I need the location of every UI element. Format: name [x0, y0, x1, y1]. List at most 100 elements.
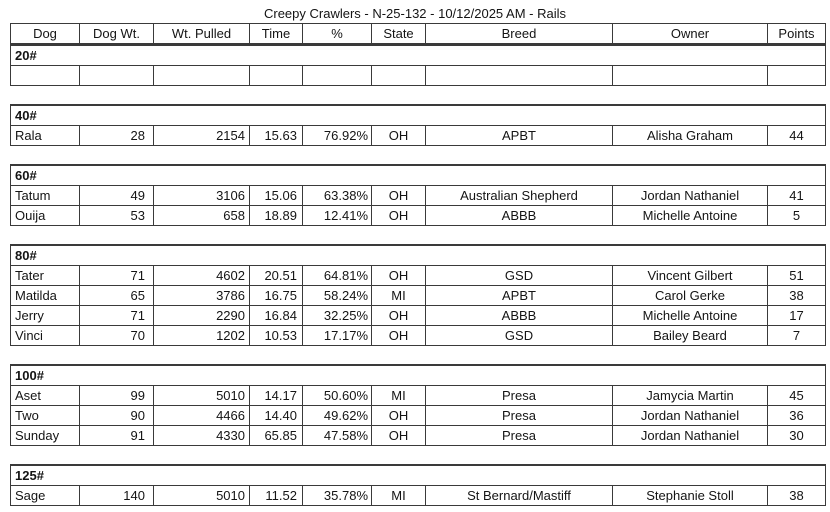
section-label: 100# — [11, 366, 825, 386]
table-row — [11, 66, 825, 85]
cell-pct: 47.58% — [303, 426, 372, 445]
cell-time: 14.40 — [250, 406, 303, 425]
section-100: 100# Aset 99 5010 14.17 50.60% MI Presa Jamycia … — [10, 364, 826, 446]
cell-time: 15.06 — [250, 186, 303, 205]
column-header-time: Time — [250, 24, 303, 43]
cell-pct: 76.92% — [303, 126, 372, 145]
cell-pct: 63.38% — [303, 186, 372, 205]
cell-pct: 35.78% — [303, 486, 372, 505]
cell-breed: APBT — [426, 286, 613, 305]
cell-pct: 64.81% — [303, 266, 372, 285]
cell-owner: Bailey Beard — [613, 326, 768, 345]
cell-state: OH — [372, 266, 426, 285]
cell-state: OH — [372, 206, 426, 225]
cell-dog: Tater — [11, 266, 80, 285]
page-title: Creepy Crawlers - N-25-132 - 10/12/2025 … — [263, 6, 566, 21]
cell-points: 5 — [792, 208, 801, 223]
cell-owner: Jordan Nathaniel — [613, 426, 768, 445]
cell-state — [372, 66, 426, 85]
cell-breed: Australian Shepherd — [426, 186, 613, 205]
table-row: Tater 71 4602 20.51 64.81% OH GSD Vincent Gilbe… — [11, 266, 825, 285]
cell-state: MI — [372, 486, 426, 505]
cell-time — [250, 66, 303, 85]
cell-state: OH — [372, 426, 426, 445]
section-80: 80# Tater 71 4602 20.51 64.81% OH GSD Vincent Gi… — [10, 244, 826, 346]
cell-owner: Michelle Antoine — [613, 306, 768, 325]
section-label: 20# — [11, 46, 825, 66]
cell-wt-pulled: 2154 — [154, 126, 250, 145]
table-row: Aset 99 5010 14.17 50.60% MI Presa Jamycia Mart… — [11, 386, 825, 405]
cell-state: OH — [372, 326, 426, 345]
table-row: Tatum 49 3106 15.06 63.38% OH Australian Sheph… — [11, 186, 825, 205]
cell-breed: ABBB — [426, 306, 613, 325]
table-sections: 20# 40# Rala 28 2154 15.63 76.92% OH APBT Alisha … — [10, 44, 826, 506]
section-label: 80# — [11, 246, 825, 266]
cell-breed: Presa — [426, 426, 613, 445]
cell-breed: GSD — [426, 266, 613, 285]
cell-dog: Aset — [11, 386, 80, 405]
cell-breed: St Bernard/Mastiff — [426, 486, 613, 505]
cell-state: OH — [372, 186, 426, 205]
table-row: Jerry 71 2290 16.84 32.25% OH ABBB Michelle Ant… — [11, 305, 825, 325]
cell-wt-pulled: 4466 — [154, 406, 250, 425]
cell-breed: Presa — [426, 406, 613, 425]
cell-time: 20.51 — [250, 266, 303, 285]
column-header-breed: Breed — [426, 24, 613, 43]
section-125: 125# Sage 140 5010 11.52 35.78% MI St Bernard/M… — [10, 464, 826, 506]
column-header-dog: Dog — [11, 24, 80, 43]
cell-dog: Tatum — [11, 186, 80, 205]
cell-points: 38 — [789, 288, 804, 303]
cell-dog-wt: 99 — [80, 386, 154, 405]
column-header-points: Points — [778, 26, 815, 41]
cell-dog-wt: 71 — [80, 266, 154, 285]
table-row: Sage 140 5010 11.52 35.78% MI St Bernard/Masti… — [11, 486, 825, 505]
table-row: Two 90 4466 14.40 49.62% OH Presa Jordan Nathan… — [11, 405, 825, 425]
cell-dog-wt: 70 — [80, 326, 154, 345]
cell-wt-pulled: 658 — [154, 206, 250, 225]
column-header-state: State — [372, 24, 426, 43]
cell-time: 18.89 — [250, 206, 303, 225]
cell-state: MI — [372, 286, 426, 305]
cell-points — [768, 66, 825, 85]
cell-owner: Jordan Nathaniel — [613, 186, 768, 205]
cell-pct: 58.24% — [303, 286, 372, 305]
cell-dog: Two — [11, 406, 80, 425]
cell-dog: Sage — [11, 486, 80, 505]
table-header-row: Dog Dog Wt. Wt. Pulled Time% State Breed Owner… — [10, 23, 826, 44]
cell-breed: ABBB — [426, 206, 613, 225]
cell-owner: Carol Gerke — [613, 286, 768, 305]
section-20: 20# — [10, 44, 826, 86]
table-row: Vinci 70 1202 10.53 17.17% OH GSD Bailey Beard 7 — [11, 325, 825, 345]
cell-dog: Rala — [11, 126, 80, 145]
cell-breed: Presa — [426, 386, 613, 405]
cell-breed — [426, 66, 613, 85]
section-label: 60# — [11, 166, 825, 186]
cell-points: 17 — [789, 308, 804, 323]
cell-dog-wt: 65 — [80, 286, 154, 305]
cell-dog-wt: 91 — [80, 426, 154, 445]
cell-owner — [613, 66, 768, 85]
cell-points: 41 — [789, 188, 804, 203]
cell-points: 7 — [792, 328, 801, 343]
cell-points: 30 — [789, 428, 804, 443]
column-header-pct: % — [303, 24, 372, 43]
cell-points: 38 — [789, 488, 804, 503]
cell-dog-wt: 140 — [80, 486, 154, 505]
cell-wt-pulled: 5010 — [154, 486, 250, 505]
cell-dog: Matilda — [11, 286, 80, 305]
cell-pct: 49.62% — [303, 406, 372, 425]
cell-time: 16.75 — [250, 286, 303, 305]
cell-breed: GSD — [426, 326, 613, 345]
cell-wt-pulled: 4330 — [154, 426, 250, 445]
cell-dog-wt: 53 — [80, 206, 154, 225]
cell-owner: Vincent Gilbert — [613, 266, 768, 285]
cell-wt-pulled: 3786 — [154, 286, 250, 305]
cell-time: 15.63 — [250, 126, 303, 145]
cell-state: MI — [372, 386, 426, 405]
column-header-owner: Owner — [613, 24, 768, 43]
cell-state: OH — [372, 406, 426, 425]
cell-dog: Vinci — [11, 326, 80, 345]
section-40: 40# Rala 28 2154 15.63 76.92% OH APBT Alisha Gra… — [10, 104, 826, 146]
cell-wt-pulled: 1202 — [154, 326, 250, 345]
